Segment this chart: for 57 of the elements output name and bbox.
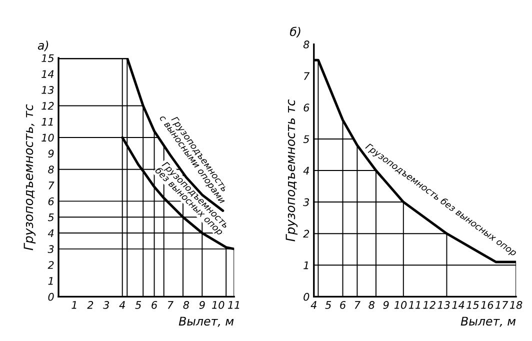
y-tick-label: 3: [303, 198, 310, 206]
x-tick-label: 4: [119, 301, 125, 309]
x-tick-label: 7: [168, 301, 174, 309]
y-tick-label: 2: [303, 230, 310, 238]
x-tick-label: 16: [481, 301, 494, 309]
y-tick-label: 0: [304, 292, 310, 301]
y-tick-label: 5: [48, 213, 54, 222]
y-tick-label: 11: [42, 118, 53, 126]
y-tick-label: 12: [42, 102, 54, 110]
x-tick-label: 9: [383, 301, 389, 309]
y-tick-label: 14: [42, 70, 54, 78]
x-tick-label: 5: [325, 301, 332, 309]
y-tick-label: 8: [48, 166, 54, 174]
x-tick-label: 12: [423, 301, 436, 309]
y-axis-title: Грузоподъемность тс: [286, 99, 298, 242]
x-tick-label: 5: [135, 301, 142, 309]
x-tick-label: 11: [228, 301, 240, 309]
y-tick-label: 9: [48, 150, 54, 158]
x-tick-label: 2: [87, 301, 94, 309]
x-tick-label: 10: [212, 301, 224, 309]
x-tick-label: 14: [452, 301, 464, 309]
y-tick-label: 8: [303, 40, 310, 48]
y-tick-label: 15: [42, 54, 54, 62]
y-tick-label: 7: [304, 72, 310, 80]
chart-title: б): [290, 26, 300, 38]
x-tick-label: 3: [103, 301, 110, 309]
y-tick-label: 4: [48, 229, 54, 237]
y-tick-label: 6: [304, 104, 310, 112]
x-tick-label: 15: [466, 301, 479, 309]
x-axis-title: Вылет, м: [178, 316, 234, 327]
y-tick-label: 0: [48, 292, 54, 301]
chart-title: а): [38, 40, 48, 52]
x-tick-label: 6: [340, 301, 346, 309]
x-tick-label: 7: [354, 301, 360, 309]
x-tick-label: 8: [368, 301, 374, 309]
x-tick-label: 8: [183, 301, 190, 309]
y-axis-title: Грузоподъемность, тс: [24, 104, 36, 250]
y-tick-label: 1: [48, 277, 53, 285]
y-tick-label: 2: [48, 261, 54, 269]
y-tick-label: 13: [42, 86, 54, 94]
y-tick-label: 3: [48, 245, 54, 254]
x-tick-label: 17: [495, 301, 508, 309]
x-tick-label: 11: [408, 301, 420, 309]
x-axis-title: Вылет, м: [460, 316, 516, 327]
x-tick-label: 4: [310, 301, 316, 309]
x-tick-label: 6: [152, 301, 158, 309]
y-tick-label: 5: [303, 135, 310, 144]
x-tick-label: 9: [199, 301, 205, 309]
y-tick-label: 7: [48, 182, 54, 190]
y-tick-label: 10: [42, 134, 54, 142]
y-tick-label: 4: [303, 166, 309, 174]
x-tick-label: 13: [438, 301, 450, 309]
y-tick-label: 1: [304, 261, 308, 270]
y-tick-label: 6: [48, 197, 54, 206]
x-tick-label: 18: [510, 301, 522, 309]
x-tick-label: 1: [72, 301, 76, 309]
x-tick-label: 10: [394, 301, 407, 309]
